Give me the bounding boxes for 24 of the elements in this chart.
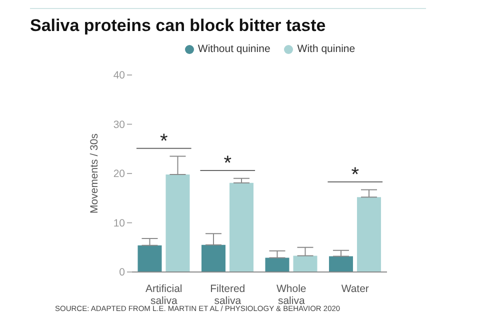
y-tick-label: 10 bbox=[113, 217, 126, 230]
x-tick-label: Artificial saliva bbox=[145, 283, 182, 307]
x-tick-label: Filtered saliva bbox=[210, 283, 246, 307]
bar bbox=[293, 256, 318, 272]
legend-label: With quinine bbox=[296, 43, 356, 55]
bar bbox=[328, 256, 353, 272]
y-tick-label: 40 bbox=[113, 70, 126, 82]
bar bbox=[356, 197, 381, 272]
annotation: * bbox=[351, 164, 360, 186]
x-tick-label: Water bbox=[341, 283, 370, 295]
y-tick-label: 30 bbox=[113, 118, 126, 131]
y-tick-label: 20 bbox=[113, 168, 126, 180]
y-axis-title: Movements / 30s bbox=[88, 134, 101, 214]
annotation: * bbox=[224, 152, 232, 175]
bar bbox=[138, 245, 162, 272]
y-tick-label: 0 bbox=[119, 266, 126, 279]
bar bbox=[229, 182, 254, 272]
x-tick-label: Whole saliva bbox=[276, 283, 306, 307]
bar bbox=[265, 258, 290, 272]
chart-title: Saliva proteins can block bitter taste bbox=[30, 16, 326, 36]
annotation: * bbox=[160, 130, 168, 152]
bar bbox=[201, 244, 226, 272]
bar bbox=[166, 174, 190, 272]
legend-label: Without quinine bbox=[196, 43, 270, 55]
